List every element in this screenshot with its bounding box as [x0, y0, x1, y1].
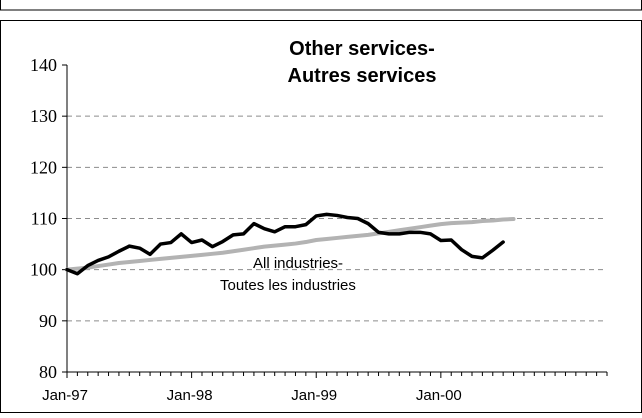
y-tick-label-110: 110: [31, 209, 57, 229]
x-tick-label-Jan-97: Jan-97: [42, 387, 88, 404]
y-tick-label-140: 140: [30, 55, 57, 75]
axes: 80 90 100 110 120 130 140 Jan-97 Jan-98 Jan-99 Jan…: [30, 55, 608, 404]
chart-subtitle: Autres services: [288, 65, 437, 87]
y-tick-label-120: 120: [30, 157, 57, 177]
y-tick-label-130: 130: [30, 106, 57, 126]
annotation-line-2: Toutes les industries: [220, 277, 356, 294]
y-tick-label-90: 90: [39, 311, 57, 331]
series-line-all-industries: [65, 217, 516, 272]
series-line-other-services: [65, 212, 505, 276]
x-tick-label-Jan-00: Jan-00: [416, 387, 462, 404]
x-tick-label-Jan-99: Jan-99: [291, 387, 337, 404]
annotation-line-1: All industries-: [253, 255, 343, 272]
y-tick-label-100: 100: [30, 260, 57, 280]
y-tick-label-80: 80: [39, 362, 57, 382]
chart-title: Other services-: [289, 38, 435, 60]
gridlines: [67, 115, 607, 322]
x-tick-label-Jan-98: Jan-98: [167, 387, 213, 404]
series-group: [65, 212, 516, 276]
top-strip-frame: [0, 0, 642, 11]
